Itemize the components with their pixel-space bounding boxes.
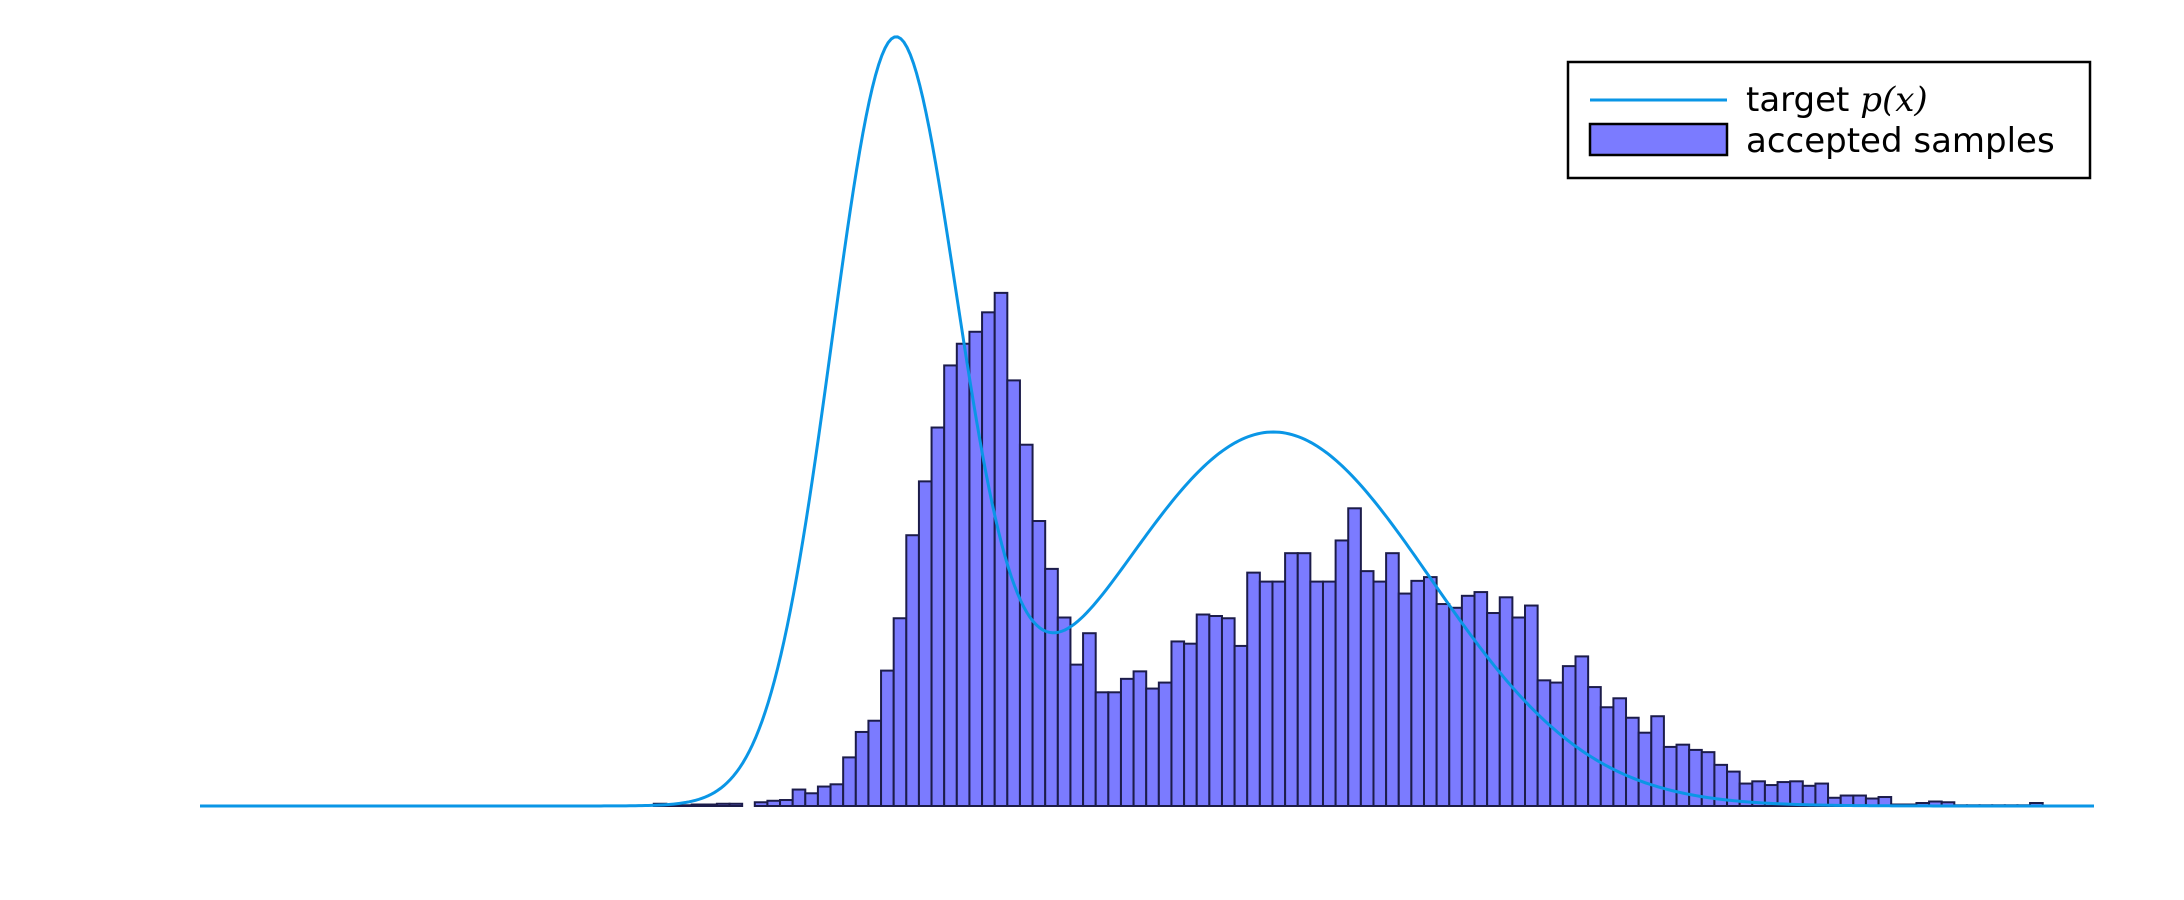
histogram-bar bbox=[1031, 520, 1047, 808]
histogram-bar bbox=[1397, 592, 1413, 807]
histogram-bar bbox=[791, 788, 807, 808]
histogram-bar bbox=[690, 803, 706, 808]
legend-label-target-math: p(x) bbox=[1860, 80, 1927, 120]
histogram-bar bbox=[703, 803, 718, 808]
histogram-bar bbox=[981, 311, 996, 807]
histogram-bar bbox=[1561, 665, 1577, 808]
histogram-bar bbox=[1044, 567, 1059, 807]
histogram-bar bbox=[1069, 663, 1085, 807]
histogram-bar bbox=[779, 799, 794, 807]
histogram-bar bbox=[715, 802, 731, 807]
histogram-bar bbox=[943, 364, 958, 807]
histogram-bar bbox=[1233, 644, 1249, 807]
histogram-bar bbox=[1258, 580, 1274, 807]
histogram-bar bbox=[1347, 507, 1362, 807]
histogram-bar bbox=[1574, 655, 1590, 808]
histogram-bar bbox=[1612, 697, 1628, 808]
histogram-bar bbox=[1625, 716, 1640, 808]
histogram-bar bbox=[1448, 606, 1463, 808]
target-density-line bbox=[200, 35, 2094, 808]
histogram-bar bbox=[1435, 603, 1451, 807]
histogram-bar bbox=[766, 799, 782, 807]
histogram-bar bbox=[1385, 552, 1400, 808]
histogram-bar bbox=[1132, 670, 1148, 807]
histogram-bar bbox=[1359, 570, 1375, 807]
histogram-bar bbox=[1473, 591, 1489, 808]
histogram-bar bbox=[753, 801, 769, 808]
histogram-bar bbox=[1498, 596, 1514, 807]
histogram-bar bbox=[1018, 443, 1034, 807]
histogram-bar bbox=[678, 804, 693, 808]
histogram-bar bbox=[728, 802, 744, 807]
histogram-bar bbox=[1321, 580, 1337, 807]
legend-label-samples: accepted samples bbox=[1746, 121, 2055, 161]
histogram-bar bbox=[930, 426, 946, 807]
histogram-bar bbox=[955, 342, 971, 807]
histogram-bar bbox=[867, 719, 883, 808]
histogram-bar bbox=[1145, 687, 1160, 808]
histogram-bar bbox=[1637, 731, 1653, 807]
histogram-bar bbox=[1183, 642, 1198, 808]
histogram-bar bbox=[854, 730, 870, 807]
legend-box bbox=[1566, 60, 2092, 180]
histogram-bar bbox=[1246, 571, 1261, 808]
histogram-bar bbox=[1271, 580, 1287, 807]
histogram-bar bbox=[1296, 552, 1312, 808]
legend-label-target: target p(x) bbox=[1746, 80, 1928, 120]
legend: target p(x) accepted samples bbox=[1566, 60, 2092, 180]
legend-swatch-samples bbox=[1588, 122, 1729, 157]
histogram-bar bbox=[880, 669, 895, 807]
histogram-bar bbox=[1119, 677, 1135, 808]
histogram-bar bbox=[804, 792, 819, 807]
histogram-bar bbox=[1195, 613, 1211, 808]
histogram-bar bbox=[1422, 576, 1438, 807]
histogram-bar bbox=[1284, 552, 1299, 808]
histogram-bar bbox=[1082, 632, 1097, 807]
histogram-bar bbox=[1814, 782, 1830, 807]
histogram-bar bbox=[1675, 743, 1691, 807]
histogram-bar bbox=[1511, 616, 1527, 808]
histogram-bar bbox=[1549, 681, 1564, 808]
histogram-bar bbox=[1309, 580, 1324, 807]
histogram-bar bbox=[842, 756, 857, 808]
histogram-bar bbox=[1372, 580, 1388, 807]
histogram-bar bbox=[1107, 691, 1122, 808]
histogram-bar bbox=[1587, 686, 1602, 807]
histogram-bar bbox=[1170, 640, 1186, 807]
histogram-bar bbox=[1157, 681, 1173, 808]
histogram-bar bbox=[1662, 745, 1678, 808]
histogram-bar bbox=[1789, 780, 1804, 807]
histogram-bar bbox=[829, 783, 845, 807]
histogram-bar bbox=[1650, 715, 1665, 807]
legend-label-target-prefix: target bbox=[1746, 80, 1860, 120]
histogram-bar bbox=[1410, 579, 1425, 807]
histogram-bar bbox=[816, 785, 832, 808]
histogram-bar bbox=[968, 330, 984, 807]
histogram-bar bbox=[1056, 616, 1072, 808]
histogram-bar bbox=[1486, 612, 1501, 807]
histogram-bar bbox=[993, 291, 1009, 807]
histogram-bar bbox=[892, 617, 908, 808]
histogram-bar bbox=[1536, 679, 1552, 807]
histogram-bars bbox=[652, 291, 2044, 808]
histogram-bar bbox=[1220, 617, 1236, 808]
histogram-bar bbox=[1801, 784, 1817, 808]
histogram-bar bbox=[1094, 691, 1110, 808]
histogram-bar bbox=[917, 480, 933, 807]
histogram-bar bbox=[1599, 706, 1615, 807]
histogram-bar bbox=[1208, 615, 1223, 807]
histogram-bar bbox=[905, 534, 920, 807]
histogram-bar bbox=[1334, 539, 1350, 808]
